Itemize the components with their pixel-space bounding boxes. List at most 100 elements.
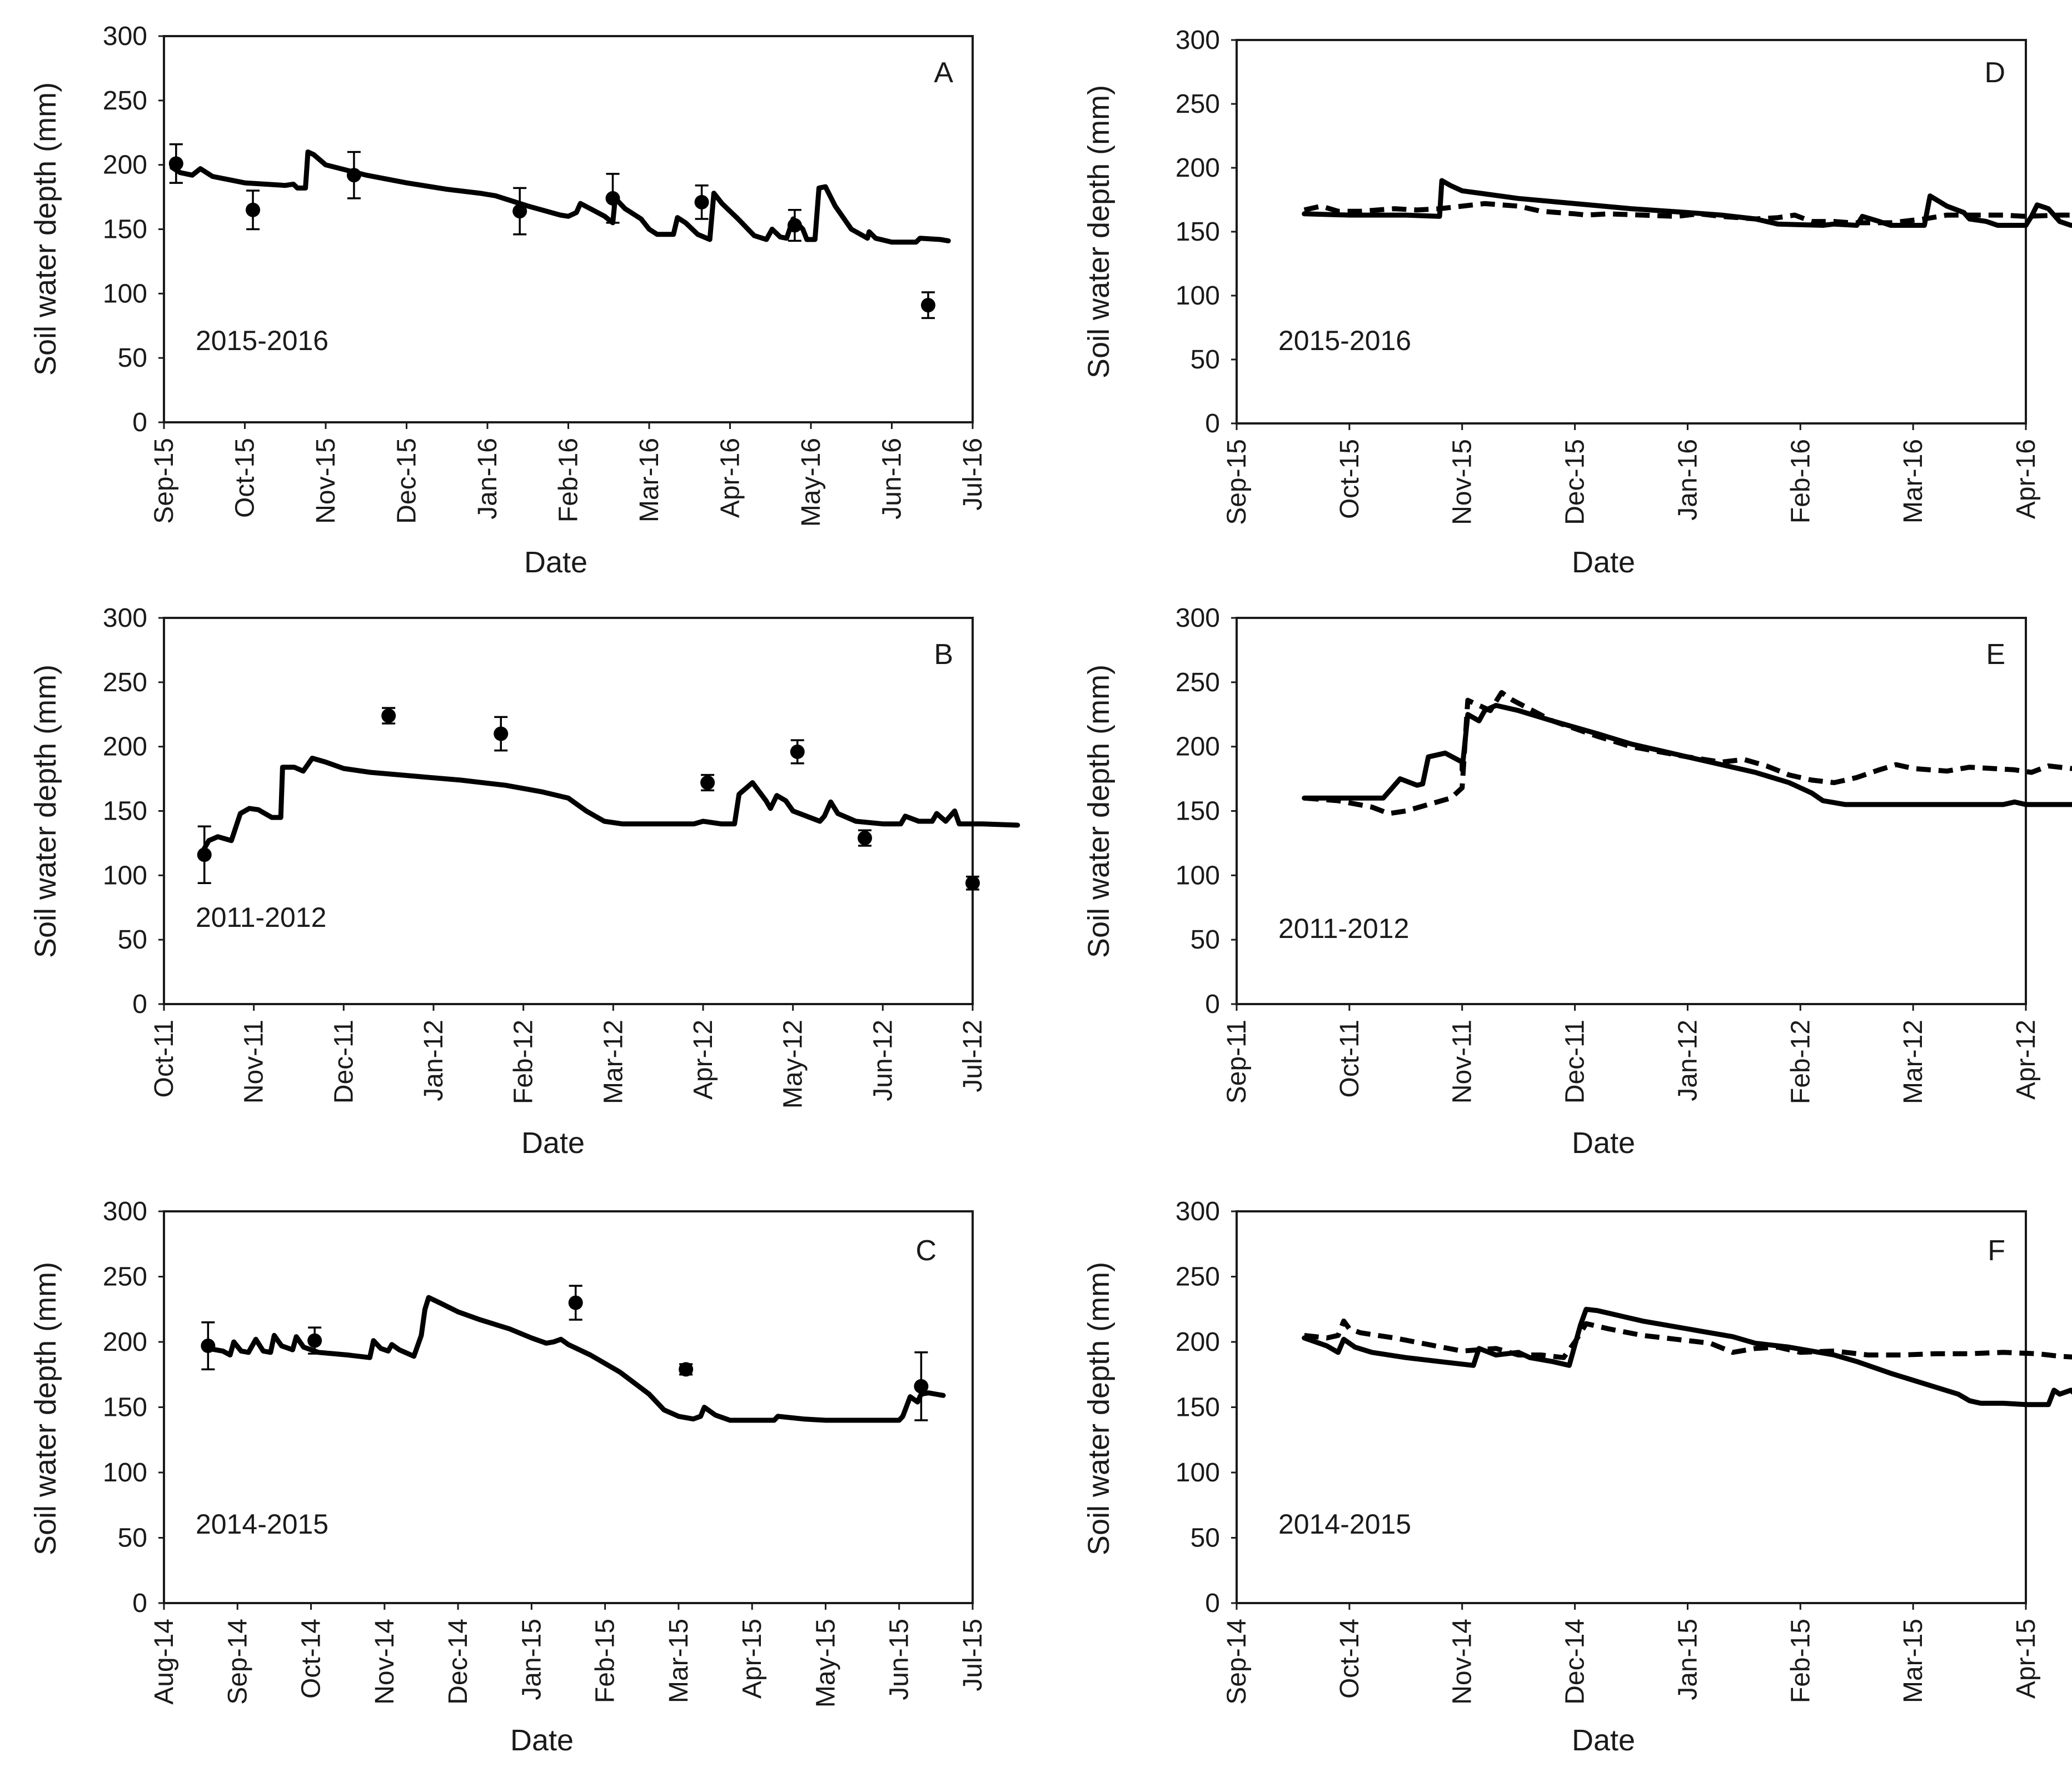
x-tick-label: Nov-11 bbox=[1448, 1020, 1477, 1104]
observed-point bbox=[700, 775, 715, 790]
y-tick-label: 50 bbox=[118, 343, 147, 373]
x-tick-label: Apr-15 bbox=[2011, 1619, 2041, 1699]
x-tick-label: Dec-15 bbox=[392, 438, 422, 524]
observed-point bbox=[679, 1362, 694, 1377]
x-tick-label: Mar-16 bbox=[635, 438, 664, 522]
observed-point bbox=[512, 204, 527, 219]
season-label: 2015-2016 bbox=[196, 325, 328, 356]
panel-c: C 2014-2015 Date Soil water depth (mm) 0… bbox=[29, 1197, 988, 1757]
y-tick-label: 100 bbox=[1176, 1458, 1220, 1488]
observed-point bbox=[168, 156, 183, 171]
y-tick-label: 300 bbox=[103, 603, 147, 633]
y-tick-label: 50 bbox=[1191, 1524, 1220, 1553]
series-line-solid bbox=[205, 1295, 946, 1423]
observed-point bbox=[346, 168, 361, 183]
x-tick-label: Feb-16 bbox=[554, 438, 584, 522]
x-tick-label: Oct-15 bbox=[1335, 439, 1364, 519]
x-tick-label: Nov-15 bbox=[311, 438, 341, 524]
x-tick-label: Jun-12 bbox=[868, 1020, 898, 1101]
y-axis-label: Soil water depth (mm) bbox=[29, 1262, 62, 1555]
y-tick-label: 0 bbox=[132, 990, 147, 1019]
season-label: 2011-2012 bbox=[196, 902, 326, 933]
y-tick-label: 0 bbox=[1205, 409, 1220, 438]
y-tick-label: 150 bbox=[103, 215, 147, 244]
x-tick-label: Apr-15 bbox=[738, 1619, 767, 1699]
x-tick-label: Aug-14 bbox=[150, 1619, 179, 1705]
x-tick-label: Sep-15 bbox=[150, 438, 179, 524]
y-tick-label: 200 bbox=[103, 151, 147, 180]
x-tick-label: Nov-14 bbox=[370, 1619, 400, 1705]
observed-point bbox=[494, 726, 509, 741]
y-tick-label: 100 bbox=[103, 861, 147, 890]
observed-point bbox=[914, 1379, 929, 1394]
y-axis-label: Soil water depth (mm) bbox=[29, 665, 62, 958]
x-axis-label: Date bbox=[524, 546, 587, 579]
x-tick-label: Jan-15 bbox=[517, 1619, 546, 1700]
x-tick-label: Dec-11 bbox=[1561, 1020, 1590, 1104]
x-tick-label: May-15 bbox=[811, 1619, 840, 1708]
series-line-solid bbox=[1302, 1306, 2072, 1407]
observed-point bbox=[307, 1333, 322, 1348]
panel-e: E 2011-2012 Date Soil water depth (mm) 0… bbox=[1082, 603, 2072, 1160]
y-tick-label: 50 bbox=[1191, 925, 1220, 955]
y-tick-label: 200 bbox=[1176, 1327, 1220, 1357]
x-tick-label: Mar-15 bbox=[1899, 1619, 1928, 1703]
x-axis-label: Date bbox=[521, 1126, 585, 1160]
panel-letter: A bbox=[934, 57, 953, 89]
observed-point bbox=[201, 1339, 216, 1354]
series-line-solid bbox=[170, 149, 951, 245]
y-axis-label: Soil water depth (mm) bbox=[1082, 665, 1115, 958]
x-tick-label: Apr-16 bbox=[2011, 439, 2041, 519]
panel-b: B 2011-2012 Date Soil water depth (mm) 0… bbox=[29, 603, 1020, 1160]
y-tick-label: 200 bbox=[1176, 732, 1220, 762]
y-tick-label: 300 bbox=[1176, 26, 1220, 55]
x-tick-label: Jan-12 bbox=[1673, 1020, 1702, 1101]
x-tick-label: Nov-11 bbox=[240, 1020, 269, 1104]
season-label: 2011-2012 bbox=[1278, 913, 1409, 944]
y-tick-label: 0 bbox=[132, 1589, 147, 1618]
y-tick-label: 300 bbox=[103, 22, 147, 51]
observed-point bbox=[197, 847, 212, 862]
series-line-dashed bbox=[1304, 1318, 2072, 1360]
x-tick-label: Dec-14 bbox=[444, 1619, 473, 1705]
y-tick-label: 50 bbox=[118, 925, 147, 955]
y-tick-label: 250 bbox=[1176, 89, 1220, 119]
panel-a: A 2015-2016 Date Soil water depth (mm) 0… bbox=[29, 22, 988, 579]
x-tick-label: Jun-16 bbox=[878, 438, 907, 520]
x-tick-label: Jun-15 bbox=[885, 1619, 914, 1700]
x-tick-label: Jan-16 bbox=[1673, 439, 1702, 521]
y-tick-label: 300 bbox=[1176, 1197, 1220, 1226]
x-tick-label: Oct-15 bbox=[231, 438, 260, 518]
x-tick-label: Jan-16 bbox=[473, 438, 502, 520]
y-tick-label: 100 bbox=[1176, 281, 1220, 311]
x-tick-label: Feb-15 bbox=[591, 1619, 620, 1703]
panel-letter: E bbox=[1986, 638, 2005, 671]
x-tick-label: May-12 bbox=[779, 1020, 808, 1109]
y-tick-label: 50 bbox=[118, 1524, 147, 1553]
y-tick-label: 150 bbox=[103, 797, 147, 826]
x-tick-label: Mar-15 bbox=[664, 1619, 694, 1703]
x-tick-label: Dec-11 bbox=[329, 1020, 358, 1104]
plot-frame bbox=[163, 617, 974, 1005]
panel-d: D 2015-2016 Date Soil water depth (mm) 0… bbox=[1082, 26, 2072, 579]
observed-point bbox=[787, 218, 802, 233]
x-tick-label: Apr-12 bbox=[689, 1020, 718, 1100]
panel-letter: B bbox=[934, 638, 953, 671]
series-line-solid bbox=[1302, 178, 2072, 228]
y-tick-label: 250 bbox=[1176, 1262, 1220, 1292]
y-tick-label: 150 bbox=[1176, 217, 1220, 247]
y-tick-label: 200 bbox=[1176, 153, 1220, 183]
x-tick-label: Jul-15 bbox=[958, 1619, 988, 1691]
observed-point bbox=[965, 876, 980, 891]
y-tick-label: 100 bbox=[103, 1458, 147, 1488]
x-tick-label: Oct-11 bbox=[1335, 1020, 1364, 1097]
panel-f: F 2014-2015 Date Soil water depth (mm) 0… bbox=[1082, 1197, 2072, 1757]
x-tick-label: Sep-14 bbox=[223, 1619, 252, 1705]
series-line-solid bbox=[197, 756, 1020, 859]
panel-letter: C bbox=[915, 1235, 937, 1267]
x-tick-label: Jul-12 bbox=[958, 1020, 988, 1092]
x-tick-label: Feb-16 bbox=[1786, 439, 1815, 523]
x-tick-label: Jan-15 bbox=[1673, 1619, 1702, 1700]
y-tick-label: 150 bbox=[103, 1393, 147, 1422]
